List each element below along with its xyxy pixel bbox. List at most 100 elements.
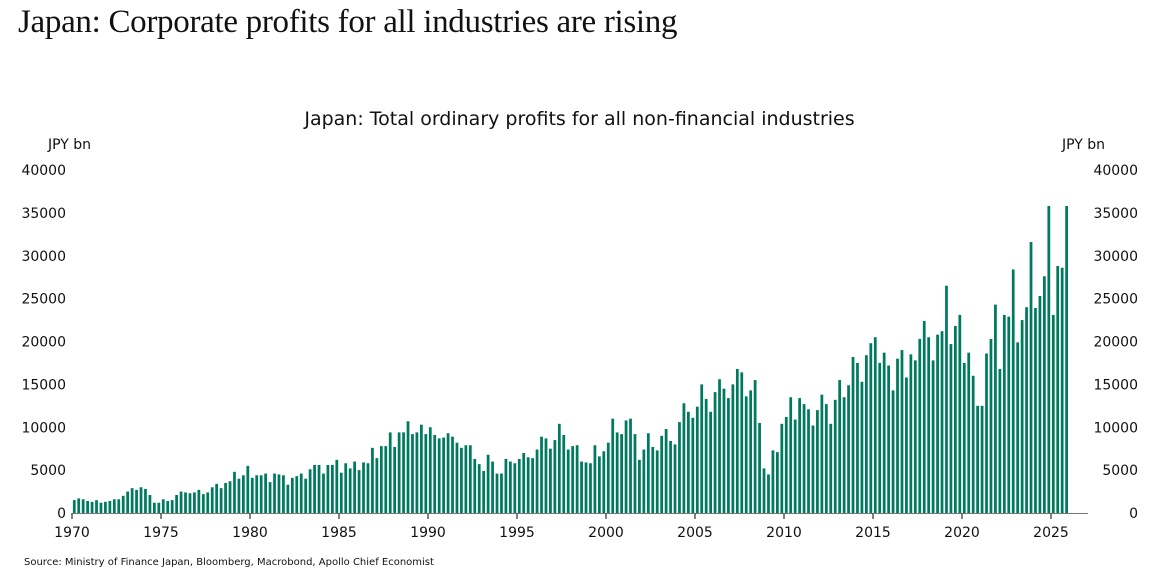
bar: [335, 459, 339, 513]
page-headline: Japan: Corporate profits for all industr…: [18, 4, 678, 40]
x-tick-label: 2015: [855, 525, 891, 541]
bar: [424, 434, 428, 513]
bar: [179, 491, 183, 513]
bar: [1056, 266, 1060, 513]
bar: [210, 487, 214, 513]
bar: [144, 488, 147, 513]
bar: [691, 417, 695, 513]
bar: [540, 436, 543, 513]
bar: [597, 456, 601, 513]
bar: [860, 381, 864, 513]
y-tick-label-left: 25000: [21, 292, 66, 308]
bar: [104, 501, 107, 513]
bar: [491, 461, 494, 513]
bar: [157, 502, 161, 513]
y-tick-label-right: 40000: [1093, 163, 1138, 179]
bar: [580, 461, 583, 513]
bar: [949, 344, 953, 513]
bar: [918, 338, 922, 513]
y-tick-label-right: 20000: [1093, 335, 1138, 351]
bar: [495, 473, 499, 513]
bar: [695, 406, 699, 513]
bar: [148, 494, 152, 513]
y-tick-label-left: 40000: [21, 163, 66, 179]
bar: [397, 432, 401, 513]
bar: [775, 452, 779, 513]
bar: [544, 438, 548, 513]
bar: [290, 477, 294, 513]
bar: [464, 445, 468, 513]
bar: [824, 404, 828, 513]
bar: [820, 394, 824, 513]
bar: [277, 474, 281, 513]
bar: [406, 421, 410, 513]
bar: [473, 458, 477, 513]
bar: [922, 320, 926, 513]
bar: [152, 502, 156, 513]
bar: [802, 404, 806, 513]
bar: [713, 392, 717, 513]
bar: [673, 444, 677, 513]
bar: [575, 445, 579, 513]
bar: [1016, 342, 1020, 513]
bar: [642, 449, 646, 513]
bar: [282, 475, 285, 513]
bar: [767, 474, 770, 513]
bar: [851, 356, 855, 513]
bar: [206, 492, 210, 513]
bar: [535, 449, 539, 513]
bar: [891, 390, 895, 513]
y-tick-label-right: 5000: [1102, 463, 1138, 479]
bar: [638, 459, 641, 513]
bar: [771, 450, 775, 513]
bar: [339, 472, 343, 513]
x-tick-label: 2020: [944, 525, 980, 541]
bar: [402, 432, 405, 513]
bar: [589, 463, 592, 513]
bar: [500, 473, 503, 513]
bar: [531, 458, 534, 513]
y-tick-label-right: 10000: [1093, 420, 1138, 436]
bar: [201, 494, 205, 513]
bar: [273, 473, 276, 513]
bar: [90, 501, 94, 513]
bar: [322, 473, 325, 513]
bar: [357, 470, 361, 514]
bar: [353, 461, 356, 513]
bar: [455, 442, 459, 513]
bar: [477, 464, 481, 513]
bar: [486, 454, 490, 513]
bar: [1065, 206, 1068, 513]
bar: [798, 398, 801, 513]
bar: [962, 362, 966, 513]
bar: [117, 499, 121, 513]
bar: [553, 440, 557, 513]
y-tick-label-right: 0: [1129, 506, 1138, 522]
bar: [348, 468, 352, 513]
bar: [384, 446, 388, 513]
bar: [375, 458, 379, 513]
bar: [985, 353, 988, 513]
bar: [250, 477, 254, 513]
bar: [887, 365, 890, 513]
bar: [326, 464, 330, 513]
bar: [753, 380, 757, 513]
bar: [682, 403, 686, 513]
y-tick-label-left: 30000: [21, 249, 66, 265]
bar: [762, 468, 766, 513]
bar: [451, 436, 454, 513]
bar: [415, 432, 419, 513]
y-axis-unit-left: JPY bn: [48, 137, 92, 153]
bar: [517, 458, 521, 513]
bar: [829, 423, 833, 513]
bar: [197, 489, 201, 513]
bar: [419, 424, 423, 513]
bar: [166, 501, 170, 513]
x-axis-ticks: 1970 1975 1980 1985 1990 1995 2000 2005 2010 2015…: [54, 513, 1069, 541]
bar: [731, 384, 735, 514]
bar: [566, 449, 570, 513]
bar: [971, 375, 975, 513]
bar: [1020, 320, 1024, 513]
bar: [953, 326, 957, 513]
